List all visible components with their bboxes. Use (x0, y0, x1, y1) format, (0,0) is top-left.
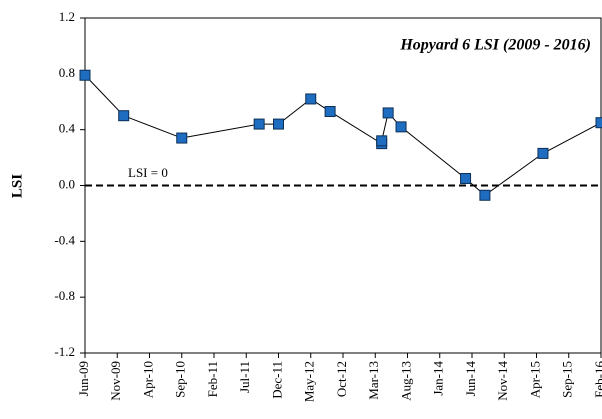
x-tick-label: Mar-13 (366, 361, 381, 400)
x-tick-label: May-12 (302, 361, 317, 402)
y-tick-label: -0.8 (54, 288, 75, 303)
data-point (537, 147, 549, 159)
data-point (460, 173, 472, 185)
x-tick-label: Aug-13 (398, 361, 413, 401)
x-tick-label: Feb-16 (592, 361, 602, 398)
data-point (305, 93, 317, 105)
x-tick-label: Sep-15 (560, 361, 575, 398)
data-point (324, 106, 336, 118)
x-tick-label: Jul-11 (237, 361, 252, 393)
x-tick-label: Feb-11 (205, 361, 220, 397)
data-point (376, 135, 388, 147)
y-tick-label: 1.2 (59, 9, 75, 24)
y-tick-label: 0.4 (59, 121, 76, 136)
data-point (395, 121, 407, 133)
x-tick-label: Nov-14 (495, 361, 510, 401)
data-point (118, 110, 130, 122)
x-tick-label: Nov-09 (108, 361, 123, 401)
data-point (273, 118, 284, 130)
y-axis-label: LSI (9, 174, 25, 198)
y-tick-label: 0.0 (59, 176, 75, 191)
chart-title: Hopyard 6 LSI (2009 - 2016) (399, 37, 591, 54)
y-tick-label: -0.4 (54, 232, 75, 247)
x-tick-label: Sep-10 (173, 361, 188, 398)
x-tick-label: Apr-10 (140, 361, 155, 398)
data-point (479, 189, 491, 201)
x-tick-label: Dec-11 (269, 361, 284, 399)
data-point (253, 118, 265, 130)
annotation: LSI = 0 (128, 165, 168, 180)
y-tick-label: -1.2 (54, 344, 75, 359)
data-point (176, 132, 188, 144)
x-tick-label: Oct-12 (334, 361, 349, 397)
x-tick-label: Jan-14 (431, 361, 446, 396)
x-tick-label: Jun-09 (76, 361, 91, 396)
data-point (382, 107, 394, 119)
x-tick-label: Apr-15 (527, 361, 542, 398)
data-point (79, 69, 91, 81)
x-tick-label: Jun-14 (463, 361, 478, 397)
data-point (595, 117, 602, 129)
y-tick-label: 0.8 (59, 65, 75, 80)
